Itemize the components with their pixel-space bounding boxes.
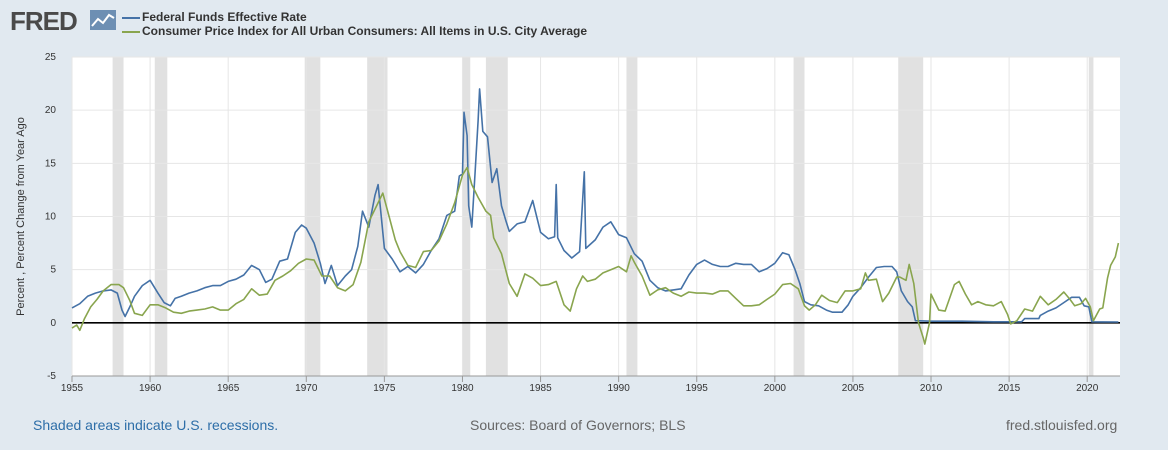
x-tick-label: 1975 (373, 383, 396, 394)
series-line-fed-funds[interactable] (71, 88, 1119, 323)
x-tick-label: 1990 (608, 383, 631, 394)
y-tick-label: 25 (45, 52, 57, 63)
x-tick-label: 2015 (998, 383, 1021, 394)
x-tick-label: 2020 (1076, 383, 1099, 394)
y-tick-label: 15 (45, 158, 57, 169)
x-tick-label: 1985 (529, 383, 552, 394)
x-tick-label: 2010 (920, 383, 943, 394)
sources-note: Sources: Board of Governors; BLS (470, 417, 686, 433)
fred-logo[interactable]: FRED (10, 6, 78, 36)
x-tick-label: 1960 (139, 383, 162, 394)
source-url-link[interactable]: fred.stlouisfed.org (1006, 417, 1118, 433)
y-axis-title: Percent , Percent Change from Year Ago (15, 117, 27, 316)
series-line-cpi[interactable] (71, 166, 1120, 345)
x-tick-label: 1995 (686, 383, 709, 394)
x-tick-label: 2005 (842, 383, 865, 394)
x-tick-label: 2000 (764, 383, 787, 394)
line-graph-icon (90, 10, 116, 30)
y-tick-label: 20 (45, 105, 57, 116)
legend-label: Federal Funds Effective Rate (142, 10, 307, 24)
legend-swatch-cpi (122, 30, 140, 33)
chart-legend: Federal Funds Effective Rate Consumer Pr… (122, 10, 587, 38)
legend-swatch-fed-funds (122, 16, 140, 19)
y-tick-label: 10 (45, 212, 57, 223)
y-tick-label: 0 (50, 318, 56, 329)
legend-item-cpi[interactable]: Consumer Price Index for All Urban Consu… (122, 24, 587, 38)
y-tick-label: -5 (47, 371, 56, 382)
chart-header: FRED Federal Funds Effective Rate Consum… (0, 0, 1168, 50)
legend-label: Consumer Price Index for All Urban Consu… (142, 24, 587, 38)
x-tick-label: 1965 (217, 383, 240, 394)
y-tick-label: 5 (50, 265, 56, 276)
recession-note: Shaded areas indicate U.S. recessions. (33, 417, 279, 433)
x-tick-label: 1980 (451, 383, 474, 394)
line-chart[interactable]: -5 0 5 10 15 20 25 1955 1960 1965 1970 1975 1980 1985… (0, 0, 1168, 410)
legend-item-fed-funds[interactable]: Federal Funds Effective Rate (122, 10, 587, 24)
x-tick-label: 1970 (295, 383, 318, 394)
x-tick-label: 1955 (61, 383, 84, 394)
